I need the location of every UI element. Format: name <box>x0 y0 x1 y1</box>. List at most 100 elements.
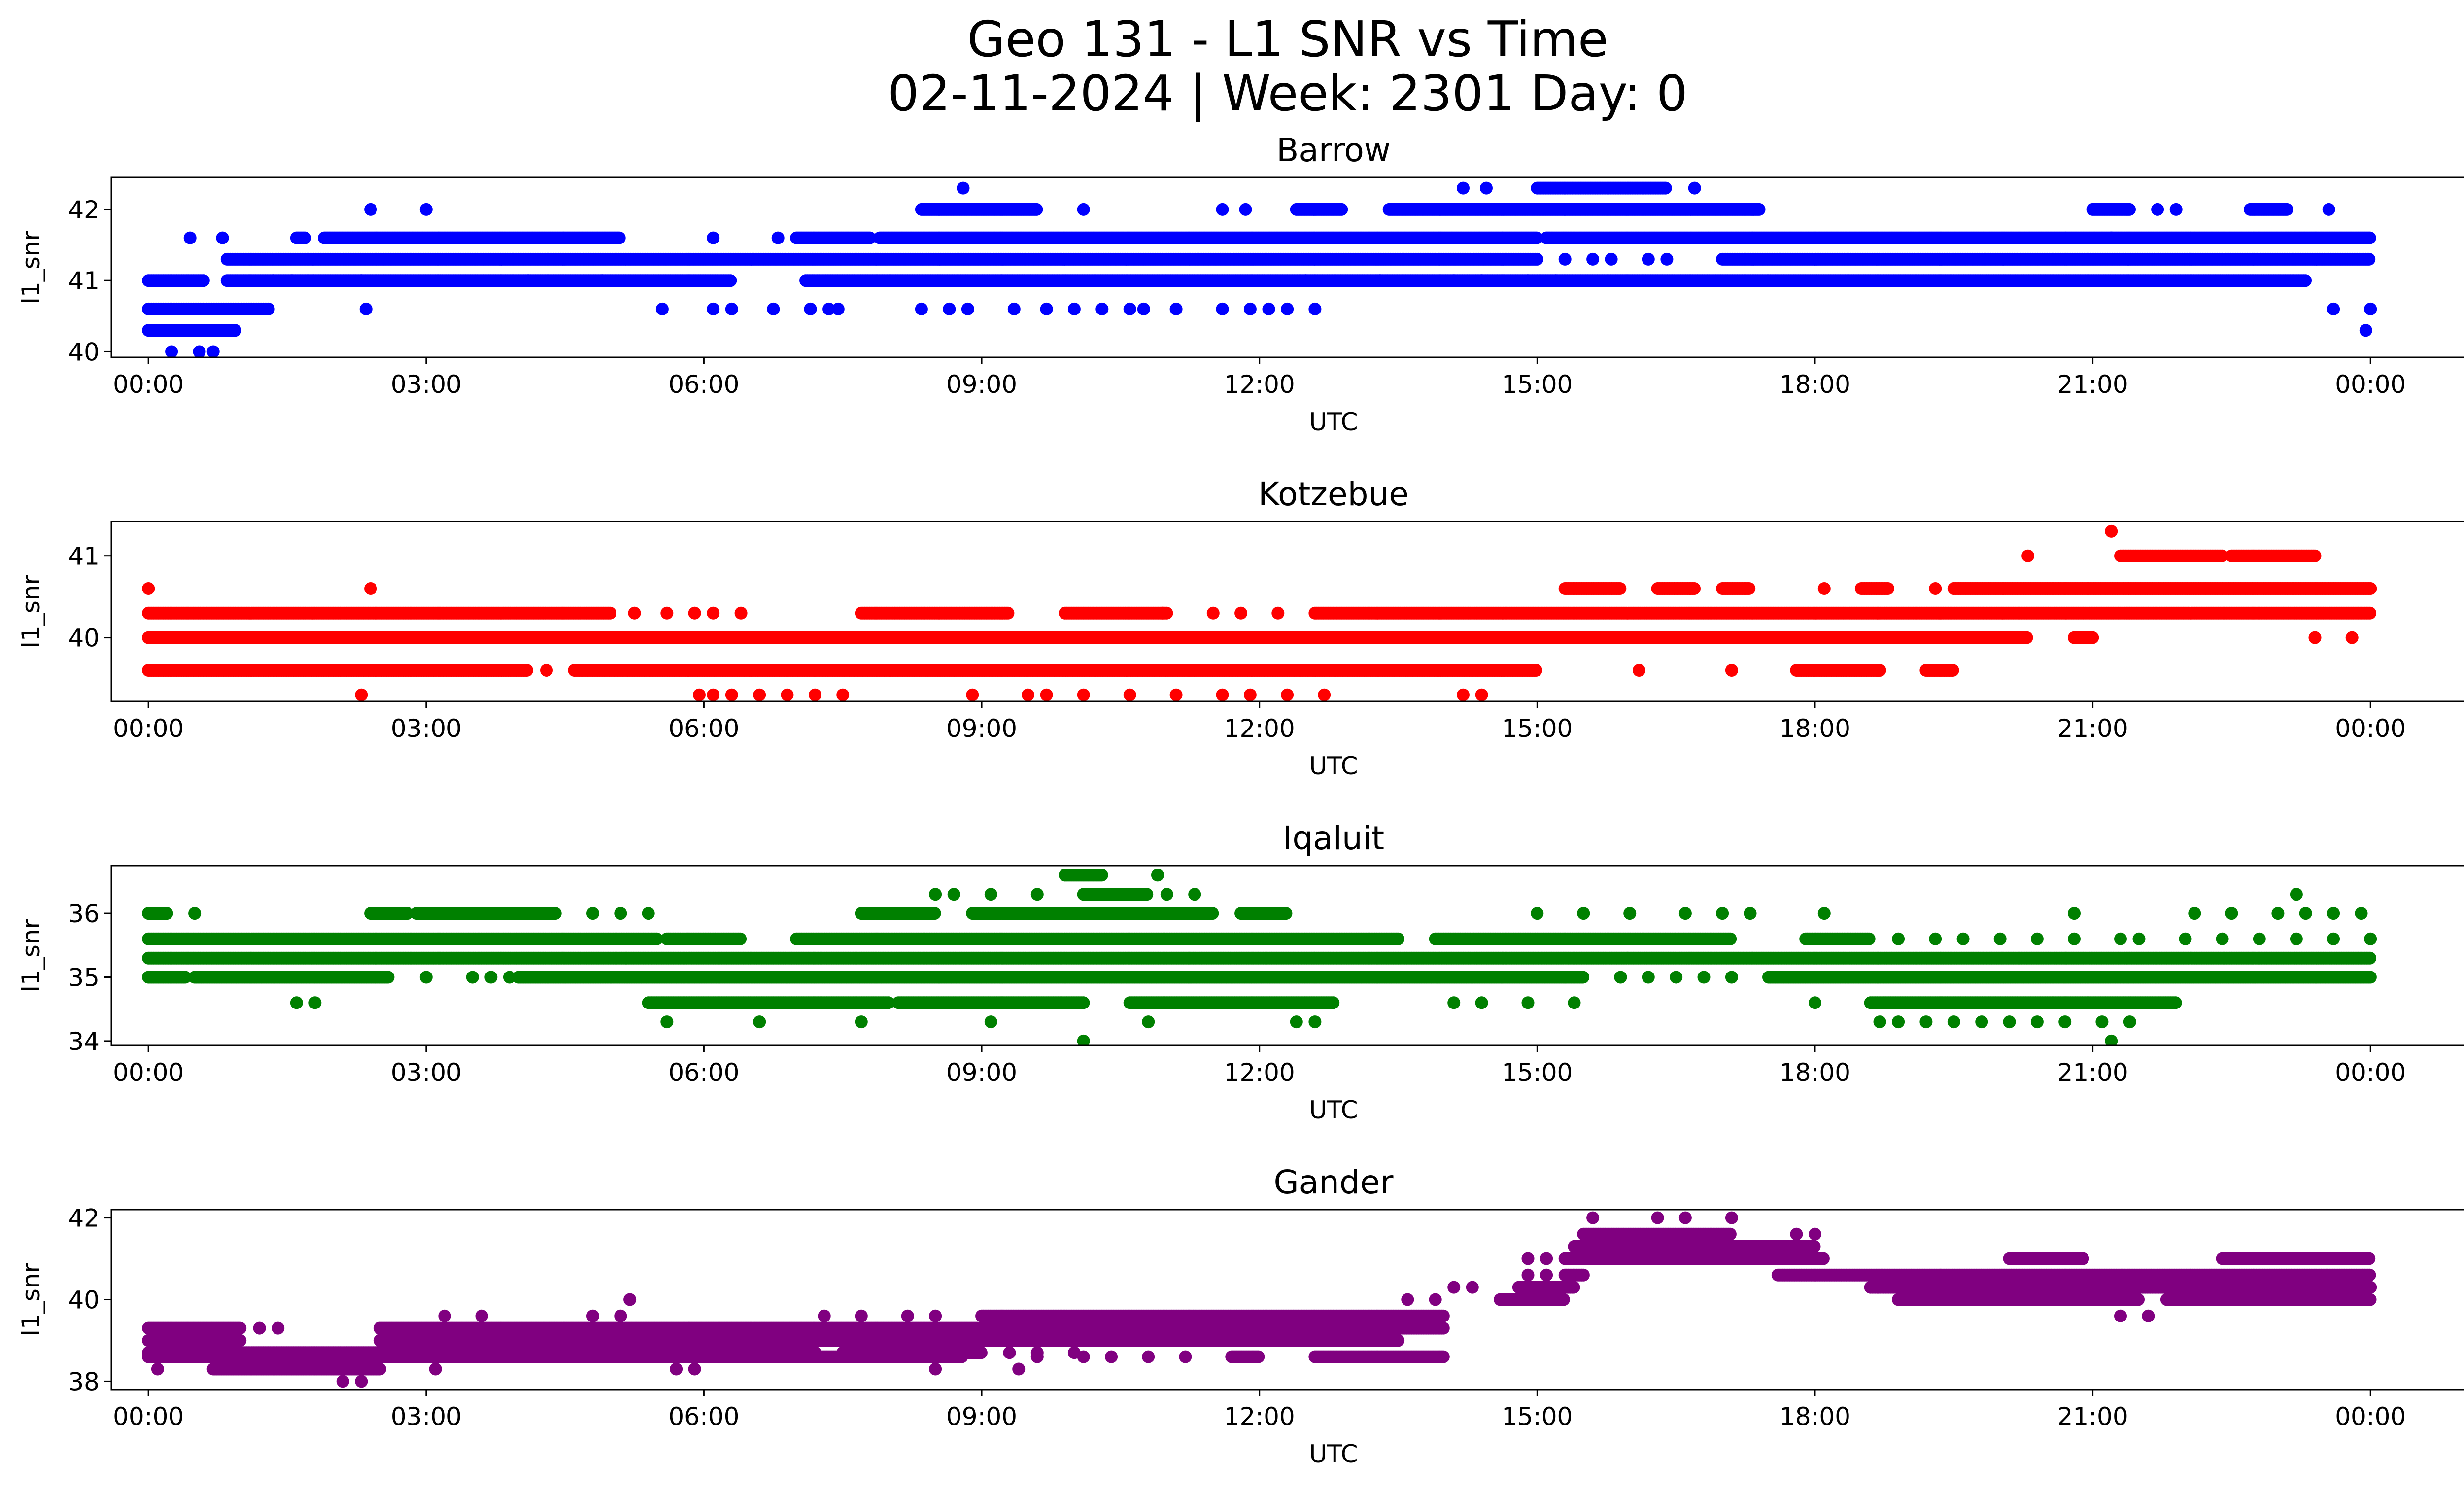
data-point <box>298 231 311 244</box>
data-point <box>183 231 197 244</box>
data-point <box>961 302 974 315</box>
x-tick-label-barrow: 00:00 <box>113 370 184 399</box>
data-point <box>863 231 877 244</box>
data-point <box>1239 203 1252 216</box>
figure-title-line1: Geo 131 - L1 SNR vs Time <box>967 10 1608 68</box>
data-point <box>707 302 720 315</box>
subplot-title-barrow: Barrow <box>1276 131 1391 169</box>
data-point <box>262 302 275 315</box>
y-tick-label-barrow: 41 <box>68 267 100 295</box>
data-point <box>2299 274 2312 287</box>
data-point <box>2364 302 2377 315</box>
data-point <box>915 302 928 315</box>
data-point <box>725 302 738 315</box>
x-tick-label-barrow: 06:00 <box>668 370 739 399</box>
data-point <box>822 302 836 315</box>
data-point <box>707 231 720 244</box>
data-point <box>2169 203 2183 216</box>
y-tick-label-barrow: 42 <box>68 196 100 224</box>
data-point <box>595 274 609 287</box>
data-point <box>724 274 737 287</box>
data-point <box>285 274 299 287</box>
subplot-title-kotzebue: Kotzebue <box>1258 475 1409 513</box>
x-tick-label-barrow: 21:00 <box>2057 370 2128 399</box>
data-point <box>957 181 970 195</box>
data-point <box>2280 203 2293 216</box>
data-point <box>355 274 368 287</box>
x-tick-label-barrow: 18:00 <box>1780 370 1850 399</box>
x-tick-label-barrow: 00:00 <box>2335 370 2406 399</box>
x-axis-label-barrow: UTC <box>1309 408 1358 436</box>
data-point <box>1530 231 1543 244</box>
data-point <box>1521 274 1535 287</box>
data-point <box>1216 203 1229 216</box>
data-point <box>1660 252 1674 266</box>
scatter-points-barrow <box>142 181 2377 357</box>
y-axis-label-barrow: l1_snr <box>17 231 45 304</box>
data-point <box>943 302 956 315</box>
data-point <box>165 345 178 357</box>
data-point <box>1605 252 1618 266</box>
data-point <box>767 302 780 315</box>
data-point <box>831 302 845 315</box>
axes-frame-barrow <box>110 176 2464 358</box>
data-point <box>1030 203 1043 216</box>
data-point <box>229 324 241 337</box>
data-point <box>1262 302 1275 315</box>
data-point <box>359 302 373 315</box>
data-point <box>1688 181 1701 195</box>
data-point <box>1480 181 1493 195</box>
data-point <box>1586 252 1600 266</box>
data-point <box>1659 181 1672 195</box>
data-point <box>521 274 535 287</box>
data-point <box>1531 252 1543 266</box>
data-point <box>2363 231 2376 244</box>
y-tick-label-barrow: 40 <box>68 338 100 366</box>
data-point <box>1095 302 1109 315</box>
data-point <box>613 231 626 244</box>
data-point <box>2362 252 2376 266</box>
data-point <box>1299 274 1312 287</box>
data-point <box>2123 203 2136 216</box>
x-tick-label-barrow: 12:00 <box>1224 370 1295 399</box>
data-point <box>1123 302 1136 315</box>
data-point <box>1077 203 1090 216</box>
data-point <box>2322 203 2335 216</box>
data-point <box>1447 274 1461 287</box>
data-point <box>655 302 669 315</box>
figure-title-line2: 02-11-2024 | Week: 2301 Day: 0 <box>888 65 1688 122</box>
data-point <box>206 345 220 357</box>
data-point <box>1549 274 1562 287</box>
data-point <box>1457 181 1470 195</box>
data-point <box>193 345 206 357</box>
data-point <box>419 203 433 216</box>
data-point <box>197 274 210 287</box>
data-point <box>1558 252 1572 266</box>
x-tick-label-barrow: 03:00 <box>391 370 462 399</box>
data-point <box>1007 302 1021 315</box>
data-point <box>1642 252 1655 266</box>
data-point <box>364 203 377 216</box>
data-point <box>1281 302 1294 315</box>
data-point <box>2105 231 2118 244</box>
data-point <box>804 302 817 315</box>
x-tick-label-barrow: 09:00 <box>946 370 1017 399</box>
data-point <box>1335 203 1348 216</box>
data-point <box>1373 274 1386 287</box>
data-point <box>2359 324 2372 337</box>
subplot-title-gander: Gander <box>1273 1163 1394 1201</box>
data-point <box>216 231 229 244</box>
subplot-title-iqaluit: Iqaluit <box>1282 819 1385 857</box>
data-point <box>1067 302 1081 315</box>
data-point <box>1216 302 1229 315</box>
data-point <box>2327 302 2340 315</box>
data-point <box>1308 302 1322 315</box>
data-point <box>1040 302 1053 315</box>
data-point <box>1243 302 1257 315</box>
data-point <box>771 231 785 244</box>
data-point <box>2151 203 2164 216</box>
data-point <box>1475 274 1488 287</box>
data-point <box>267 274 280 287</box>
x-tick-label-barrow: 15:00 <box>1502 370 1573 399</box>
